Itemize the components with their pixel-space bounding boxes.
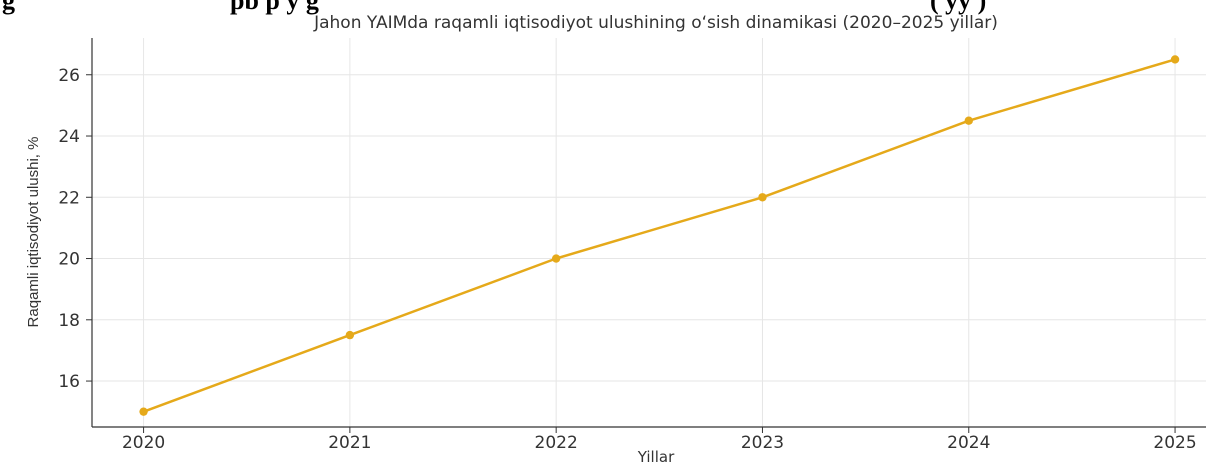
chart-title: Jahon YAIMda raqamli iqtisodiyot ulushin… <box>313 13 998 33</box>
x-tick-label: 2023 <box>741 433 784 453</box>
data-point <box>964 116 973 125</box>
x-tick-label: 2024 <box>947 433 990 453</box>
data-point <box>758 193 767 202</box>
x-tick-label: 2022 <box>535 433 578 453</box>
data-point <box>345 330 355 340</box>
y-tick-label: 24 <box>58 127 80 147</box>
data-point <box>1170 55 1180 64</box>
x-tick-label: 2021 <box>328 433 371 453</box>
x-tick-label: 2020 <box>122 433 165 453</box>
data-point <box>139 407 148 416</box>
x-tick-label: 2025 <box>1153 433 1196 453</box>
x-axis-label: Yillar <box>637 448 675 465</box>
y-tick-label: 20 <box>58 250 80 270</box>
heading-fragment-middle: pb p y g <box>230 0 319 15</box>
heading-fragment-left: g <box>2 0 15 15</box>
grid <box>92 38 1206 427</box>
y-tick-label: 26 <box>58 66 80 86</box>
data-point <box>551 254 561 263</box>
heading-fragment-right: ( yy ) <box>930 0 986 15</box>
y-tick-label: 22 <box>58 188 80 208</box>
axes <box>91 38 1206 428</box>
y-axis-label: Raqamli iqtisodiyot ulushi, % <box>25 137 42 328</box>
series-layer <box>139 55 1180 416</box>
series-line <box>142 58 1177 413</box>
page-heading: g pb p y g ( yy ) <box>2 0 986 15</box>
y-tick-label: 16 <box>58 372 80 392</box>
y-tick-label: 18 <box>58 311 80 331</box>
